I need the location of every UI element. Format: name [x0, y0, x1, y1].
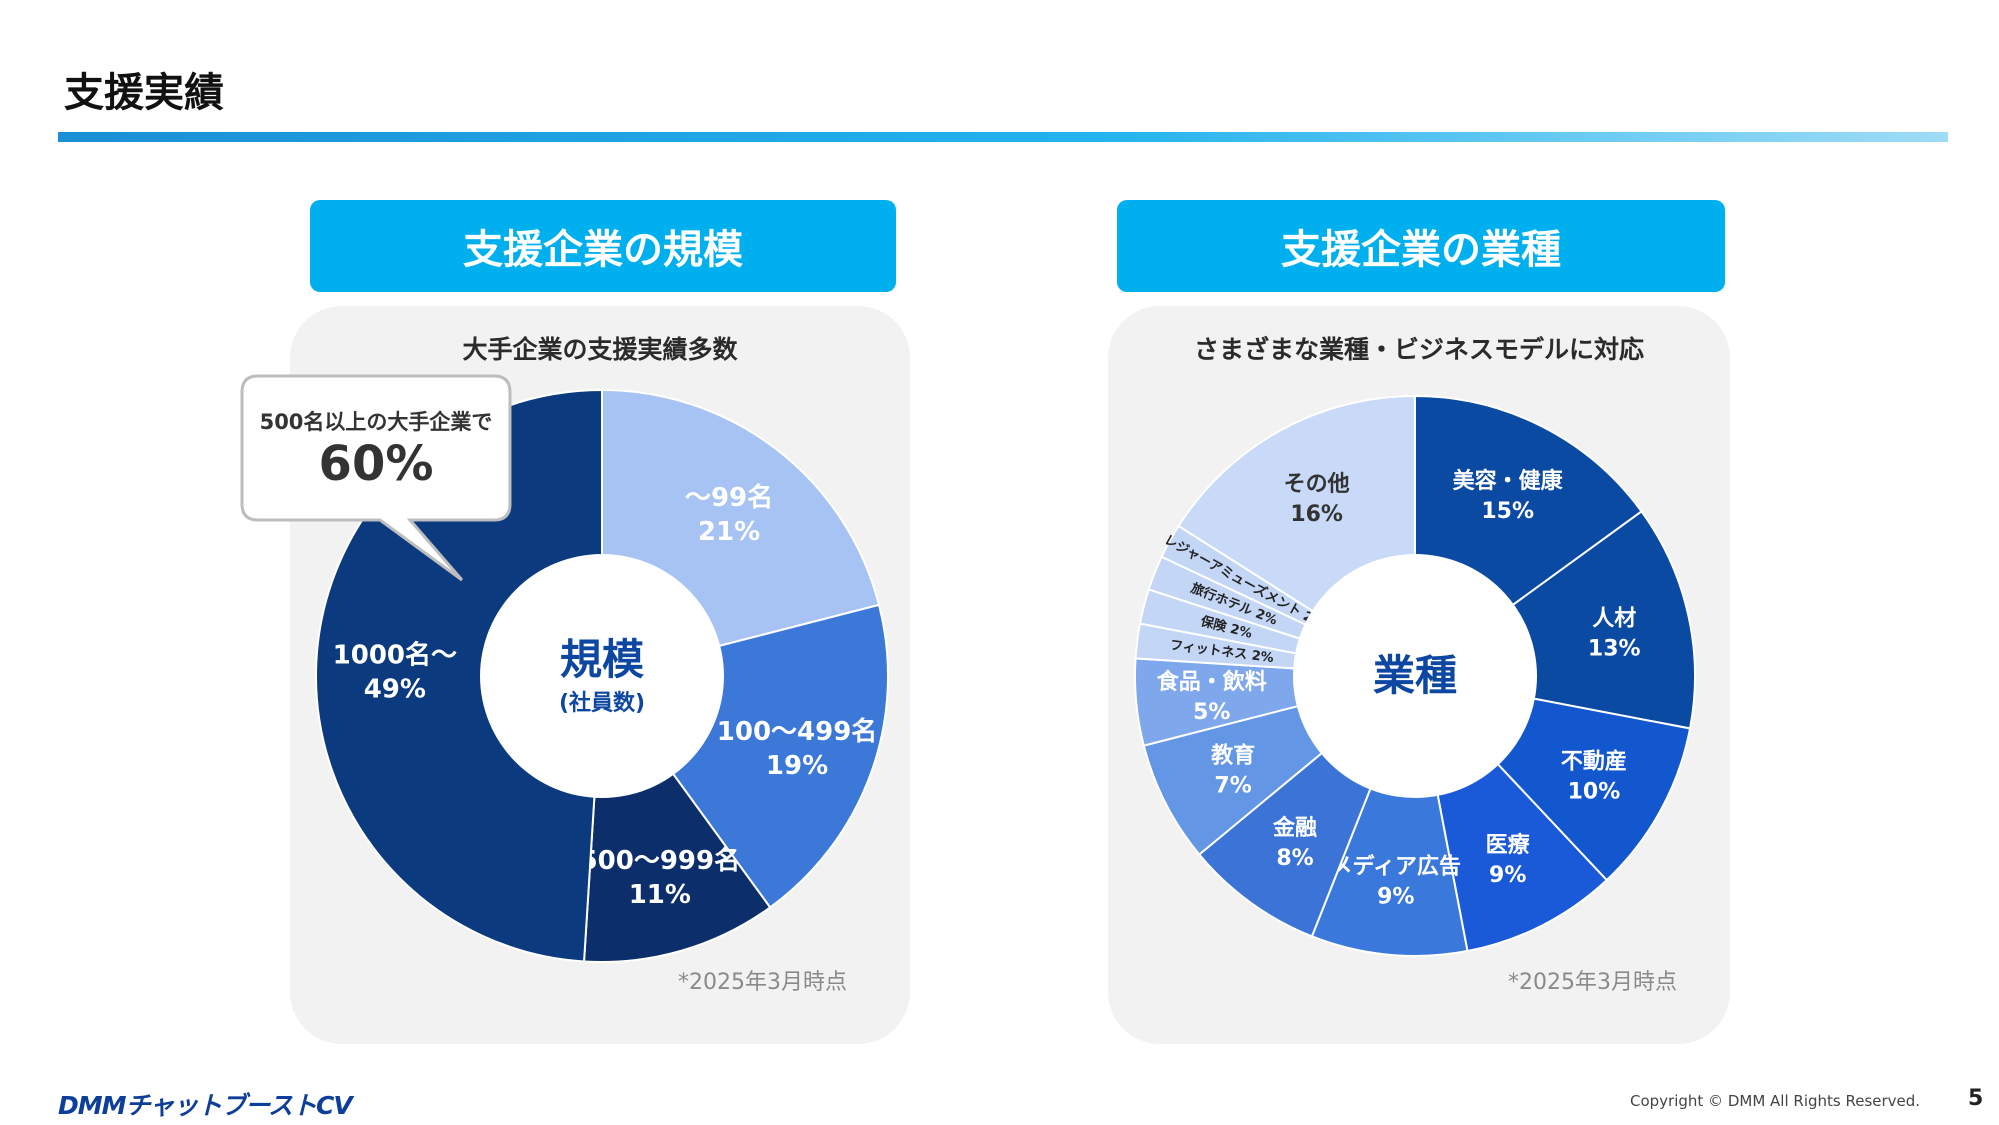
- callout-bubble: 500名以上の大手企業で 60%: [240, 374, 512, 582]
- slice-category-label: 食品・飲料: [1157, 669, 1267, 695]
- slice-label: 100〜499名 19%: [717, 716, 878, 781]
- slice-label: 医療 9%: [1486, 832, 1530, 888]
- page-number: 5: [1968, 1086, 1984, 1111]
- slice-value-label: 5%: [1193, 700, 1230, 725]
- donut-hole: [1293, 554, 1537, 798]
- callout-shape: [240, 374, 512, 582]
- slice-value-label: 19%: [766, 751, 828, 781]
- donut-center-label: 規模: [560, 635, 644, 684]
- slice-category-label: 美容・健康: [1453, 468, 1564, 494]
- copyright: Copyright © DMM All Rights Reserved.: [1630, 1092, 1921, 1110]
- slice-value-label: 49%: [364, 674, 426, 704]
- slice-value-label: 10%: [1568, 779, 1621, 804]
- slice-category-label: 人材: [1592, 606, 1636, 631]
- slice-category-label: 医療: [1486, 832, 1530, 858]
- section-heading-scale: 支援企業の規模: [310, 200, 896, 292]
- slice-category-label: その他: [1284, 472, 1350, 497]
- donut-center-sublabel: (社員数): [559, 690, 645, 716]
- slice-value-label: 16%: [1290, 502, 1343, 527]
- slice-label: 〜99名 21%: [685, 482, 773, 547]
- slice-category-label: 500〜999名: [580, 845, 741, 876]
- slice-label: その他 16%: [1284, 472, 1350, 527]
- slice-value-label: 7%: [1214, 774, 1251, 799]
- slice-label: 金融 8%: [1272, 815, 1317, 871]
- brand-logo: DMMチャットブーストCV: [58, 1091, 353, 1120]
- slice-label: 1000名〜 49%: [333, 639, 457, 704]
- slice-value-label: 8%: [1276, 846, 1313, 871]
- slice-category-label: 100〜499名: [717, 716, 878, 747]
- slice-label: 人材 13%: [1588, 606, 1641, 661]
- page-title: 支援実績: [64, 70, 224, 116]
- slice-value-label: 13%: [1588, 636, 1641, 661]
- panel-subheading: 大手企業の支援実績多数: [462, 335, 738, 364]
- donut-hole: [480, 554, 724, 798]
- slice-label: 500〜999名 11%: [580, 845, 741, 910]
- pie-chart-scale: 〜99名 21% 100〜499名 19% 500〜999名 11% 1000名〜 49% 規模…: [315, 388, 889, 963]
- title-rule: [58, 132, 1948, 142]
- slice-label: メディア広告 9%: [1331, 853, 1461, 909]
- slice-value-label: 15%: [1481, 499, 1534, 524]
- pie-slice: [1310, 672, 1469, 957]
- slice-label: 食品・飲料 5%: [1157, 669, 1267, 725]
- slice-category-label: メディア広告: [1331, 853, 1461, 879]
- slice-label: 不動産 10%: [1561, 748, 1627, 804]
- slice-category-label: 金融: [1272, 815, 1317, 841]
- slice-value-label: 21%: [698, 517, 760, 547]
- donut-center-label: 業種: [1373, 651, 1457, 700]
- slice-label: 教育 7%: [1211, 743, 1255, 799]
- slice-label: 美容・健康 15%: [1453, 468, 1564, 524]
- slice-value-label: 9%: [1489, 863, 1526, 888]
- note-date: *2025年3月時点: [678, 970, 847, 995]
- slice-category-label: 1000名〜: [333, 639, 457, 670]
- slice-category-label: 不動産: [1561, 748, 1627, 774]
- slice-category-label: 教育: [1211, 743, 1255, 769]
- slice-value-label: 9%: [1377, 884, 1414, 909]
- panel-subheading: さまざまな業種・ビジネスモデルに対応: [1193, 335, 1644, 364]
- pie-chart-industry: 美容・健康 15% 人材 13% 不動産 10% 医療 9% メディア広告 9% 金融 8% 教育 7% 食…: [1134, 394, 1696, 957]
- note-date: *2025年3月時点: [1508, 970, 1677, 995]
- callout-text: 500名以上の大手企業で: [259, 410, 493, 434]
- section-heading-industry: 支援企業の業種: [1117, 200, 1725, 292]
- slice-category-label: 〜99名: [685, 482, 773, 513]
- slice-value-label: 11%: [629, 880, 691, 910]
- callout-value: 60%: [318, 436, 434, 492]
